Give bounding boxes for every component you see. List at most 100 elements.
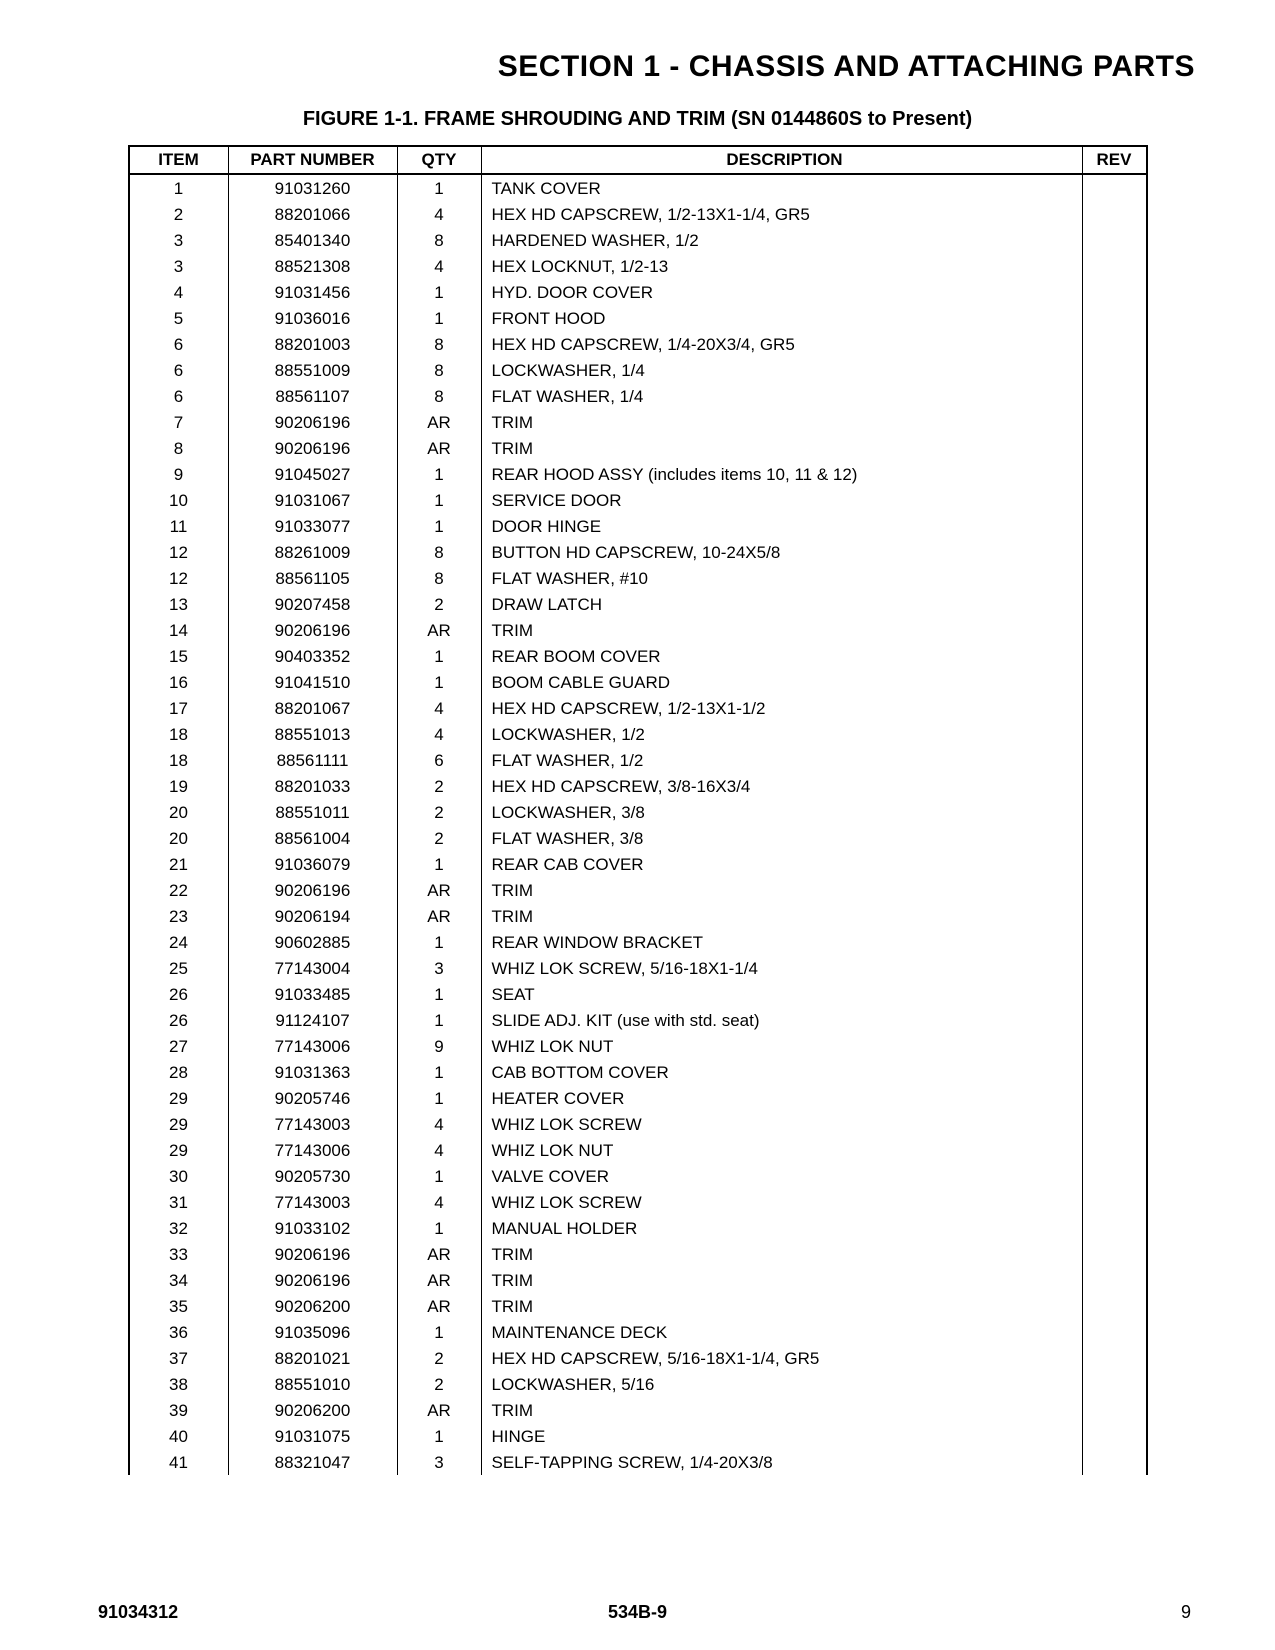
part-number-cell: 91031363 xyxy=(228,1059,397,1085)
rev-cell xyxy=(1082,1371,1147,1397)
description-cell: TRIM xyxy=(481,1241,1082,1267)
rev-cell xyxy=(1082,383,1147,409)
part-number-cell: 88561105 xyxy=(228,565,397,591)
table-row: 26910334851SEAT xyxy=(129,981,1147,1007)
rev-cell xyxy=(1082,1111,1147,1137)
rev-cell xyxy=(1082,643,1147,669)
part-number-cell: 88551011 xyxy=(228,799,397,825)
part-number-cell: 90207458 xyxy=(228,591,397,617)
qty-cell: 1 xyxy=(397,1423,481,1449)
rev-cell xyxy=(1082,409,1147,435)
table-row: 19882010332HEX HD CAPSCREW, 3/8-16X3/4 xyxy=(129,773,1147,799)
table-row: 3990206200ARTRIM xyxy=(129,1397,1147,1423)
item-cell: 27 xyxy=(129,1033,229,1059)
col-header-desc: DESCRIPTION xyxy=(481,146,1082,174)
qty-cell: 2 xyxy=(397,1371,481,1397)
qty-cell: 2 xyxy=(397,773,481,799)
description-cell: HINGE xyxy=(481,1423,1082,1449)
part-number-cell: 91041510 xyxy=(228,669,397,695)
part-number-cell: 91033077 xyxy=(228,513,397,539)
part-number-cell: 88561107 xyxy=(228,383,397,409)
rev-cell xyxy=(1082,1033,1147,1059)
description-cell: TRIM xyxy=(481,877,1082,903)
description-cell: MAINTENANCE DECK xyxy=(481,1319,1082,1345)
qty-cell: 4 xyxy=(397,721,481,747)
item-cell: 36 xyxy=(129,1319,229,1345)
description-cell: HEX HD CAPSCREW, 1/4-20X3/4, GR5 xyxy=(481,331,1082,357)
item-cell: 4 xyxy=(129,279,229,305)
item-cell: 22 xyxy=(129,877,229,903)
qty-cell: 1 xyxy=(397,1085,481,1111)
rev-cell xyxy=(1082,1085,1147,1111)
description-cell: HEX HD CAPSCREW, 3/8-16X3/4 xyxy=(481,773,1082,799)
table-row: 25771430043WHIZ LOK SCREW, 5/16-18X1-1/4 xyxy=(129,955,1147,981)
description-cell: MANUAL HOLDER xyxy=(481,1215,1082,1241)
item-cell: 12 xyxy=(129,565,229,591)
table-row: 2290206196ARTRIM xyxy=(129,877,1147,903)
part-number-cell: 88551010 xyxy=(228,1371,397,1397)
item-cell: 3 xyxy=(129,227,229,253)
part-number-cell: 88551009 xyxy=(228,357,397,383)
table-row: 18885510134LOCKWASHER, 1/2 xyxy=(129,721,1147,747)
item-cell: 29 xyxy=(129,1111,229,1137)
rev-cell xyxy=(1082,851,1147,877)
part-number-cell: 91031067 xyxy=(228,487,397,513)
item-cell: 17 xyxy=(129,695,229,721)
item-cell: 13 xyxy=(129,591,229,617)
qty-cell: AR xyxy=(397,1397,481,1423)
part-number-cell: 90206196 xyxy=(228,409,397,435)
rev-cell xyxy=(1082,1241,1147,1267)
description-cell: CAB BOTTOM COVER xyxy=(481,1059,1082,1085)
table-row: 29771430034WHIZ LOK SCREW xyxy=(129,1111,1147,1137)
rev-cell xyxy=(1082,1423,1147,1449)
table-row: 27771430069WHIZ LOK NUT xyxy=(129,1033,1147,1059)
item-cell: 5 xyxy=(129,305,229,331)
description-cell: REAR HOOD ASSY (includes items 10, 11 & … xyxy=(481,461,1082,487)
item-cell: 37 xyxy=(129,1345,229,1371)
rev-cell xyxy=(1082,253,1147,279)
table-row: 20885610042FLAT WASHER, 3/8 xyxy=(129,825,1147,851)
section-title: SECTION 1 - CHASSIS AND ATTACHING PARTS xyxy=(80,50,1195,84)
qty-cell: 1 xyxy=(397,981,481,1007)
table-row: 37882010212HEX HD CAPSCREW, 5/16-18X1-1/… xyxy=(129,1345,1147,1371)
description-cell: TRIM xyxy=(481,903,1082,929)
rev-cell xyxy=(1082,903,1147,929)
description-cell: LOCKWASHER, 1/4 xyxy=(481,357,1082,383)
item-cell: 33 xyxy=(129,1241,229,1267)
description-cell: FLAT WASHER, 3/8 xyxy=(481,825,1082,851)
item-cell: 26 xyxy=(129,981,229,1007)
description-cell: TRIM xyxy=(481,617,1082,643)
qty-cell: 8 xyxy=(397,227,481,253)
description-cell: REAR BOOM COVER xyxy=(481,643,1082,669)
item-cell: 7 xyxy=(129,409,229,435)
qty-cell: AR xyxy=(397,1267,481,1293)
table-row: 41883210473SELF-TAPPING SCREW, 1/4-20X3/… xyxy=(129,1449,1147,1475)
description-cell: TRIM xyxy=(481,409,1082,435)
qty-cell: 1 xyxy=(397,513,481,539)
table-row: 2882010664HEX HD CAPSCREW, 1/2-13X1-1/4,… xyxy=(129,201,1147,227)
rev-cell xyxy=(1082,799,1147,825)
qty-cell: 8 xyxy=(397,539,481,565)
item-cell: 34 xyxy=(129,1267,229,1293)
rev-cell xyxy=(1082,565,1147,591)
part-number-cell: 90205730 xyxy=(228,1163,397,1189)
qty-cell: 1 xyxy=(397,279,481,305)
table-row: 16910415101BOOM CABLE GUARD xyxy=(129,669,1147,695)
item-cell: 10 xyxy=(129,487,229,513)
rev-cell xyxy=(1082,981,1147,1007)
description-cell: WHIZ LOK NUT xyxy=(481,1033,1082,1059)
qty-cell: 1 xyxy=(397,1007,481,1033)
description-cell: FLAT WASHER, #10 xyxy=(481,565,1082,591)
qty-cell: 4 xyxy=(397,1189,481,1215)
qty-cell: AR xyxy=(397,435,481,461)
rev-cell xyxy=(1082,1059,1147,1085)
rev-cell xyxy=(1082,1189,1147,1215)
rev-cell xyxy=(1082,539,1147,565)
description-cell: DOOR HINGE xyxy=(481,513,1082,539)
item-cell: 35 xyxy=(129,1293,229,1319)
description-cell: WHIZ LOK SCREW xyxy=(481,1189,1082,1215)
rev-cell xyxy=(1082,1137,1147,1163)
part-number-cell: 88201003 xyxy=(228,331,397,357)
rev-cell xyxy=(1082,1319,1147,1345)
qty-cell: 1 xyxy=(397,174,481,201)
